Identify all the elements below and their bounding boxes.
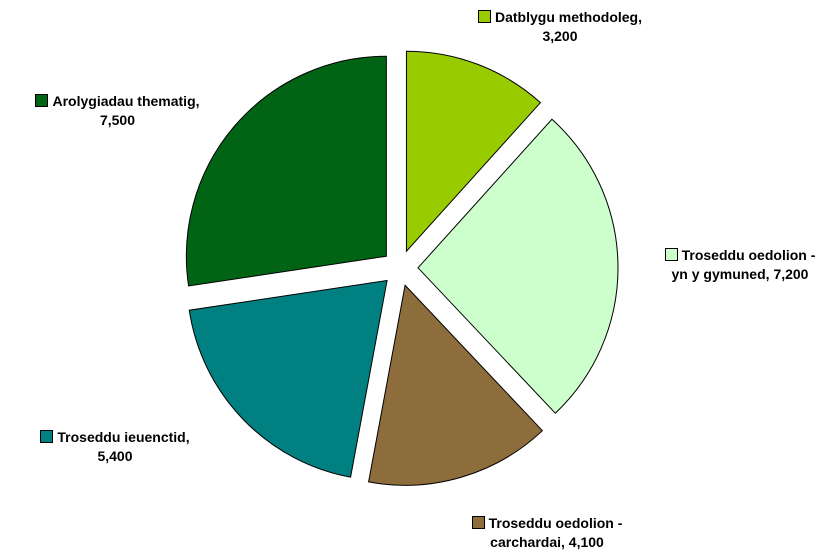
value-label: 7,200 (773, 266, 809, 282)
pie-slice (188, 279, 388, 478)
category-label: Arolygiadau thematig, (52, 93, 200, 109)
value-label: 5,400 (97, 448, 133, 464)
legend-swatch (471, 516, 485, 529)
pie-slice (368, 284, 544, 486)
category-label: Troseddu ieuenctid, (57, 429, 190, 445)
label-4: Arolygiadau thematig, 7,500 (0, 92, 235, 130)
pie-slice (185, 55, 387, 287)
value-label: 7,500 (99, 112, 136, 128)
value-label: 3,200 (542, 28, 578, 44)
label-1: Troseddu oedolion - yn y gymuned, 7,200 (655, 246, 825, 284)
category-label: Datblygu methodoleg, (495, 9, 642, 25)
legend-swatch (40, 430, 54, 443)
category-label: Troseddu oedolion - carchardai, (488, 515, 623, 550)
value-label: 4,100 (568, 534, 604, 550)
pie-slice (405, 50, 542, 253)
legend-swatch (478, 10, 491, 23)
legend-swatch (35, 94, 49, 107)
category-label: Troseddu oedolion - yn y gymuned, (671, 247, 816, 282)
legend-swatch (664, 248, 678, 261)
label-0: Datblygu methodoleg, 3,200 (470, 8, 650, 46)
pie-slice (417, 118, 619, 414)
label-3: Troseddu ieuenctid, 5,400 (20, 428, 210, 466)
label-2: Troseddu oedolion - carchardai, 4,100 (462, 514, 632, 552)
